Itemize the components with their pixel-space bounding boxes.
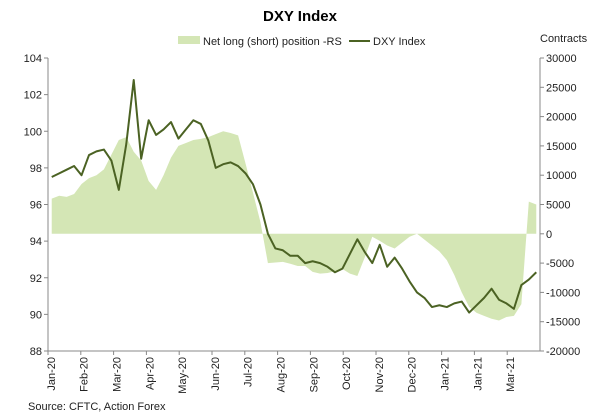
right-tick-label: 25000: [546, 82, 577, 94]
left-tick-label: 92: [30, 273, 42, 285]
right-axis-title: Contracts: [540, 33, 588, 45]
left-tick-label: 98: [30, 163, 42, 175]
left-axis-ticks: 88 90 92 94 96 98 100 102 104: [24, 53, 48, 358]
dxy-index-line: [51, 78, 537, 314]
net-position-area-series: [51, 131, 537, 321]
x-axis-ticks: Jan-20 Feb-20 Mar-20 Apr-20 May-20 Jun-20 Jul-…: [46, 351, 517, 394]
x-tick-label: Apr-20: [144, 357, 156, 390]
left-tick-label: 90: [30, 309, 42, 321]
x-tick-label: Dec-20: [407, 357, 419, 392]
right-tick-label: 5000: [546, 200, 570, 212]
net-position-area: [51, 131, 537, 321]
x-tick-label: Nov-20: [374, 357, 386, 392]
right-tick-label: 0: [546, 229, 552, 241]
x-tick-label: Feb-20: [79, 357, 91, 392]
x-tick-label: Sep-20: [308, 357, 320, 392]
x-tick-label: Oct-20: [341, 357, 353, 390]
right-tick-label: -20000: [546, 346, 580, 358]
x-tick-label: Jan-21: [472, 357, 484, 391]
left-tick-label: 100: [24, 126, 42, 138]
legend-area-label: Net long (short) position -RS: [203, 36, 342, 48]
dxy-index-line-series: [51, 78, 537, 314]
right-axis-ticks: -20000 -15000 -10000 -5000 0 5000 10000 15000 20…: [540, 53, 580, 358]
x-tick-label: Jan-20: [46, 357, 58, 391]
right-tick-label: -10000: [546, 287, 580, 299]
right-tick-label: 20000: [546, 112, 577, 124]
right-tick-label: -15000: [546, 317, 580, 329]
left-tick-label: 96: [30, 200, 42, 212]
left-tick-label: 88: [30, 346, 42, 358]
x-tick-label: Jun-20: [210, 357, 222, 391]
x-tick-label: Jul-20: [243, 357, 255, 387]
x-tick-label: Aug-20: [276, 357, 288, 392]
right-tick-label: -5000: [546, 258, 574, 270]
x-tick-label: Mar-20: [112, 357, 124, 392]
left-tick-label: 94: [30, 236, 42, 248]
legend-line-label: DXY Index: [373, 36, 426, 48]
right-tick-label: 30000: [546, 53, 577, 65]
right-tick-label: 10000: [546, 170, 577, 182]
legend: Net long (short) position -RS DXY Index: [178, 36, 426, 48]
legend-area-swatch: [178, 36, 200, 44]
chart-title: DXY Index: [263, 8, 338, 25]
x-tick-label: Jan-21: [440, 357, 452, 391]
right-tick-label: 15000: [546, 141, 577, 153]
left-tick-label: 104: [24, 53, 42, 65]
source-note: Source: CFTC, Action Forex: [28, 401, 166, 413]
x-tick-label: May-20: [177, 357, 189, 394]
x-tick-label: Mar-21: [505, 357, 517, 392]
left-tick-label: 102: [24, 90, 42, 102]
